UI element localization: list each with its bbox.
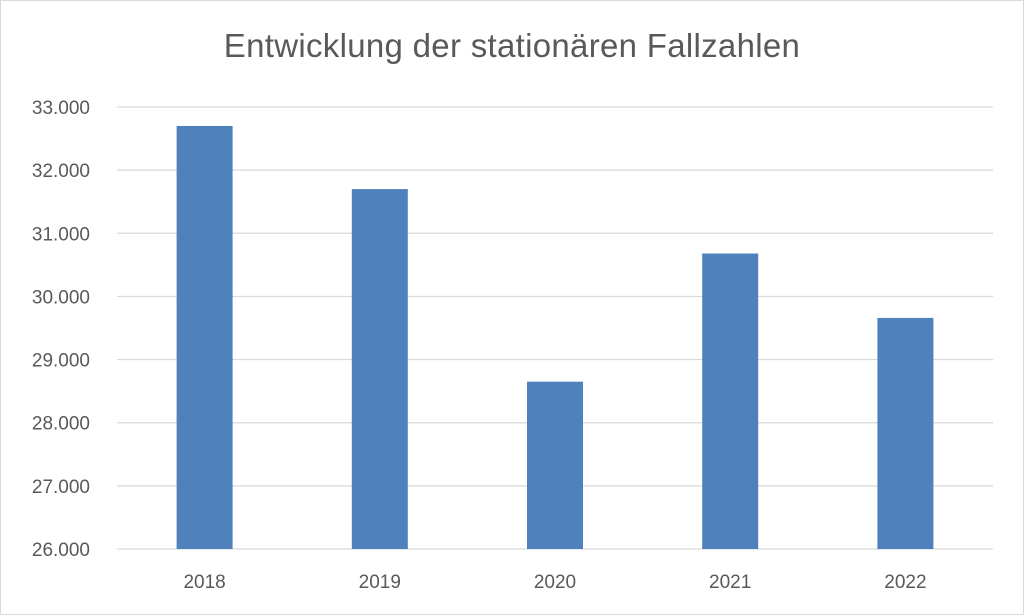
y-tick-label: 31.000 xyxy=(32,224,90,245)
bar-2020 xyxy=(527,381,583,549)
bar-2018 xyxy=(176,125,233,549)
bar-2022 xyxy=(877,317,934,549)
y-tick-label: 30.000 xyxy=(32,287,90,308)
x-tick-label: 2020 xyxy=(534,572,576,593)
y-tick-label: 33.000 xyxy=(32,98,90,119)
y-tick-label: 26.000 xyxy=(32,540,90,561)
bar-2019 xyxy=(351,189,408,550)
y-tick-label: 27.000 xyxy=(32,477,90,498)
x-tick-label: 2018 xyxy=(183,572,225,593)
y-tick-label: 29.000 xyxy=(32,351,90,372)
y-tick-label: 28.000 xyxy=(32,414,90,435)
x-tick-label: 2019 xyxy=(359,572,401,593)
x-tick-label: 2022 xyxy=(884,572,926,593)
chart-title: Entwicklung der stationären Fallzahlen xyxy=(223,27,801,64)
y-tick-label: 32.000 xyxy=(32,161,90,182)
x-tick-label: 2021 xyxy=(709,572,751,593)
bar-2021 xyxy=(702,253,759,549)
